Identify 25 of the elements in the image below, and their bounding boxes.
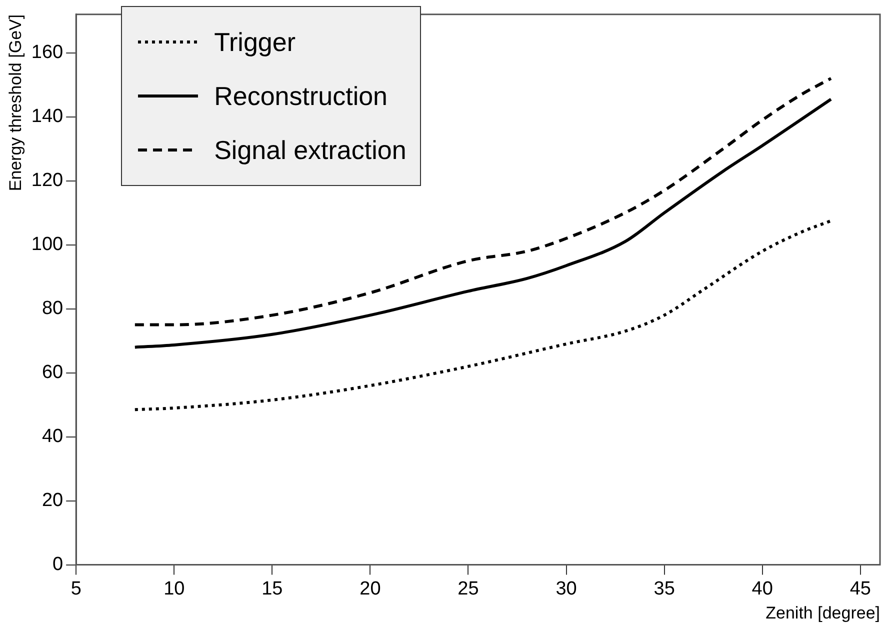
- y-tick-label: 140: [31, 106, 64, 128]
- y-tick-label: 20: [42, 490, 64, 512]
- x-tick-label: 5: [70, 578, 82, 600]
- y-tick-label: 40: [42, 426, 64, 448]
- y-tick-label: 0: [52, 554, 64, 576]
- x-tick-label: 25: [458, 578, 479, 600]
- x-tick-label: 15: [262, 578, 283, 600]
- x-axis-title: Zenith [degree]: [766, 603, 880, 622]
- x-tick-label: 10: [164, 578, 185, 600]
- y-tick-label: 160: [31, 42, 64, 64]
- y-tick-label: 100: [31, 234, 64, 256]
- x-tick-label: 40: [752, 578, 773, 600]
- line-series: [133, 219, 832, 412]
- legend-label: Reconstruction: [214, 80, 388, 112]
- legend-label: Trigger: [214, 26, 296, 58]
- x-tick-label: 30: [556, 578, 577, 600]
- y-tick-label: 80: [42, 298, 64, 320]
- legend-label: Signal extraction: [214, 134, 406, 166]
- x-tick-label: 20: [360, 578, 381, 600]
- y-tick-label: 60: [42, 362, 64, 384]
- x-tick-label: 35: [654, 578, 675, 600]
- line-series: [133, 76, 832, 326]
- y-tick-label: 120: [31, 170, 64, 192]
- x-tick-label: 45: [850, 578, 871, 600]
- y-axis-title: Energy threshold [GeV]: [6, 14, 25, 192]
